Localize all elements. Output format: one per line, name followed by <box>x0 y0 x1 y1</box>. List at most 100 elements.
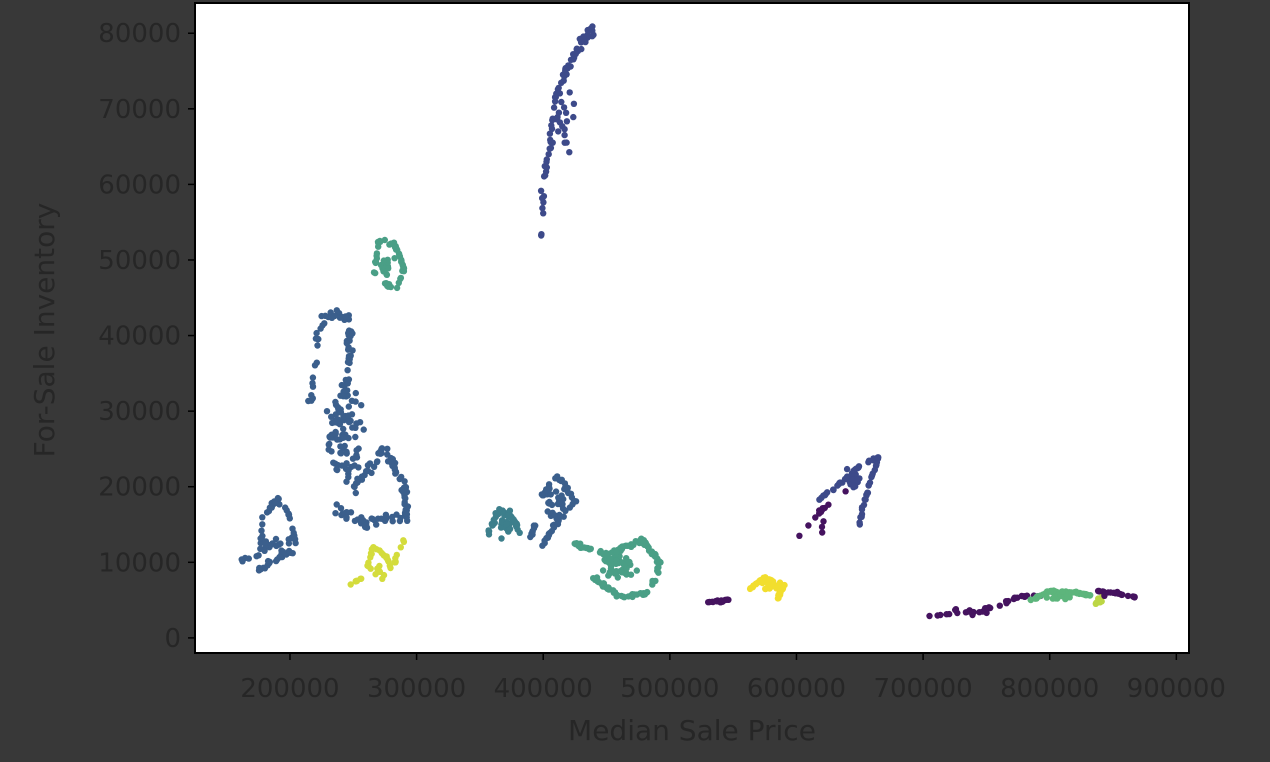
data-point <box>395 279 402 286</box>
data-point <box>396 475 403 483</box>
data-point <box>340 425 347 433</box>
data-point <box>705 599 712 606</box>
data-point <box>266 558 273 566</box>
data-point <box>779 585 787 592</box>
data-point <box>812 514 819 521</box>
data-point <box>871 466 878 474</box>
data-point <box>513 523 520 530</box>
data-point <box>359 516 367 524</box>
data-point <box>545 532 553 539</box>
data-point <box>606 570 613 577</box>
data-point <box>277 553 284 561</box>
data-point <box>384 451 391 458</box>
data-point <box>337 443 344 450</box>
data-point <box>1068 589 1075 596</box>
data-point <box>652 577 659 585</box>
data-point <box>556 90 564 97</box>
data-point <box>340 434 347 441</box>
data-point <box>561 480 569 487</box>
data-point <box>321 320 328 327</box>
data-point <box>262 539 269 546</box>
data-point <box>334 466 341 474</box>
data-point <box>850 482 857 489</box>
data-point <box>824 489 831 496</box>
data-point <box>349 330 356 337</box>
data-point <box>385 265 392 272</box>
data-point <box>608 549 615 556</box>
data-point <box>384 445 391 452</box>
data-point <box>389 513 396 521</box>
data-point <box>328 314 336 321</box>
data-point <box>325 441 332 448</box>
data-point <box>969 609 976 617</box>
data-point <box>628 592 635 599</box>
data-point <box>561 139 568 146</box>
data-point <box>383 280 390 287</box>
x-tick-label: 600000 <box>747 674 846 704</box>
data-point <box>364 462 372 469</box>
data-point <box>272 499 279 507</box>
data-point <box>640 537 647 544</box>
data-point <box>285 510 292 517</box>
data-point <box>843 465 851 473</box>
data-point <box>529 528 536 535</box>
data-point <box>627 571 635 578</box>
data-point <box>1012 594 1019 602</box>
data-point <box>996 602 1003 609</box>
data-point <box>373 458 381 466</box>
data-point <box>762 585 769 593</box>
data-point <box>345 403 352 410</box>
data-point <box>605 584 612 591</box>
data-point <box>345 412 352 419</box>
data-point <box>400 537 407 544</box>
data-point <box>1105 589 1112 596</box>
data-point <box>561 131 568 139</box>
data-point <box>718 597 725 605</box>
data-point <box>305 397 312 405</box>
data-point <box>383 515 390 522</box>
data-point <box>558 98 565 106</box>
data-point <box>555 84 562 92</box>
data-point <box>842 488 849 495</box>
data-point <box>328 448 335 455</box>
data-point <box>1072 588 1080 595</box>
x-tick-label: 300000 <box>367 674 466 704</box>
data-point <box>551 512 558 519</box>
data-point <box>856 519 863 526</box>
data-point <box>397 544 404 551</box>
data-point <box>556 498 563 505</box>
data-point <box>952 606 960 613</box>
data-point <box>274 494 282 502</box>
data-point <box>565 489 572 497</box>
data-point <box>255 567 263 574</box>
data-point <box>538 231 545 238</box>
x-axis-title: Median Sale Price <box>568 714 816 747</box>
data-point <box>379 575 386 582</box>
data-point <box>543 164 550 171</box>
data-point <box>365 563 372 570</box>
data-point <box>626 558 633 566</box>
data-point <box>543 156 550 163</box>
data-point <box>550 524 558 531</box>
data-point <box>562 70 569 78</box>
data-point <box>562 507 569 514</box>
data-point <box>313 329 320 337</box>
data-point <box>570 113 577 121</box>
data-point <box>607 555 614 563</box>
data-point <box>490 516 497 524</box>
data-point <box>401 478 408 485</box>
data-point <box>982 605 989 612</box>
data-point <box>372 269 379 277</box>
data-point <box>387 458 394 466</box>
data-point <box>503 520 510 528</box>
data-point <box>257 535 264 542</box>
data-point <box>656 558 663 565</box>
data-point <box>272 535 280 543</box>
data-point <box>377 238 384 246</box>
data-point <box>545 151 552 158</box>
data-point <box>865 459 872 466</box>
data-point <box>830 486 837 493</box>
data-point <box>332 398 339 406</box>
data-point <box>618 545 626 552</box>
data-point <box>356 419 364 426</box>
